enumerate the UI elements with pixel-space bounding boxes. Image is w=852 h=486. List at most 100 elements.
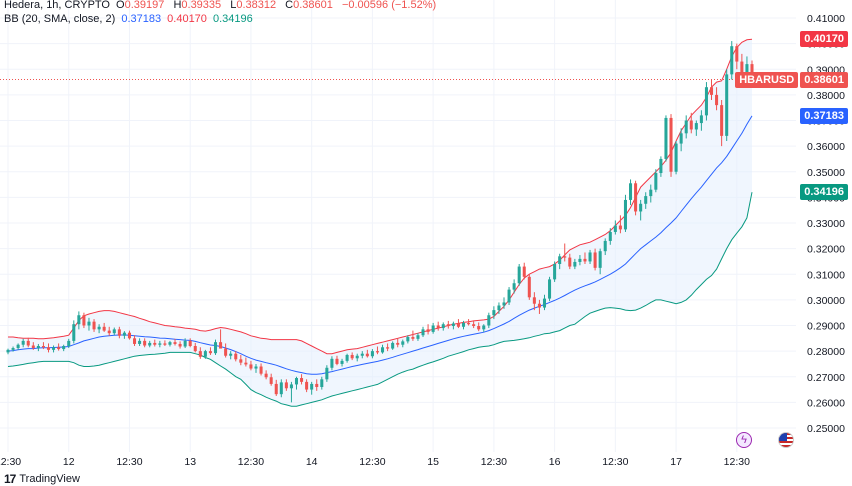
candle-body bbox=[213, 342, 218, 354]
candle-body bbox=[664, 117, 668, 159]
candle-body bbox=[451, 323, 455, 327]
candle-body bbox=[133, 338, 137, 344]
y-tick-label: 0.29000 bbox=[807, 321, 845, 333]
candle-body bbox=[269, 377, 273, 384]
candle-body bbox=[502, 302, 506, 306]
candle-body bbox=[6, 349, 10, 353]
tradingview-brand[interactable]: 17 TradingView bbox=[4, 472, 80, 486]
candle-body bbox=[446, 324, 450, 327]
price-axis[interactable]: 0.410000.400000.390000.380000.370000.360… bbox=[807, 13, 845, 435]
high-label: H bbox=[173, 0, 182, 11]
candle-body bbox=[97, 326, 101, 330]
candle-body bbox=[57, 347, 61, 350]
candle-body bbox=[381, 347, 385, 353]
x-tick-label: 12:30 bbox=[481, 456, 507, 468]
candle-body bbox=[360, 353, 364, 356]
candle-body bbox=[441, 324, 445, 329]
candle-body bbox=[649, 189, 653, 197]
candle-body bbox=[461, 322, 466, 327]
candle-body bbox=[92, 321, 96, 330]
bb-mid-value: 0.37183 bbox=[121, 13, 162, 25]
candle-body bbox=[548, 279, 552, 299]
bollinger-lower-line bbox=[7, 192, 753, 407]
bb-label: BB (20, SMA, close, 2) bbox=[4, 13, 116, 25]
candle-body bbox=[350, 354, 354, 359]
brand-name: TradingView bbox=[19, 473, 80, 485]
candle-body bbox=[335, 358, 339, 364]
candle-body bbox=[578, 258, 582, 262]
candle-body bbox=[67, 340, 71, 346]
y-tick-label: 0.35000 bbox=[807, 167, 845, 179]
open-value: 0.39197 bbox=[124, 0, 165, 11]
ohlc-legend: Hedera, 1h, CRYPTO O0.39197 H0.39335 L0.… bbox=[4, 0, 439, 11]
candle-body bbox=[107, 330, 111, 334]
candle-body bbox=[122, 332, 126, 336]
close-value: 0.38601 bbox=[293, 0, 333, 11]
lightning-icon[interactable]: ϟ bbox=[736, 432, 752, 448]
bb-upper-value: 0.40170 bbox=[167, 13, 207, 25]
candle-body bbox=[411, 337, 415, 339]
candle-body bbox=[715, 94, 719, 106]
bb-lower-value: 0.34196 bbox=[212, 13, 253, 25]
candle-body bbox=[720, 105, 724, 136]
y-tick-label: 0.33000 bbox=[807, 218, 845, 230]
candle-body bbox=[305, 381, 309, 390]
candle-body bbox=[613, 225, 617, 232]
x-tick-label: 12:30 bbox=[359, 456, 385, 468]
candle-body bbox=[456, 323, 460, 327]
candle-body bbox=[477, 326, 481, 330]
x-tick-label: 12:30 bbox=[602, 456, 628, 468]
candle-body bbox=[694, 123, 698, 130]
close-group: C0.38601 bbox=[285, 0, 336, 11]
candle-body bbox=[294, 378, 299, 385]
candle-body bbox=[224, 348, 228, 356]
candle-body bbox=[507, 289, 511, 303]
candle-body bbox=[229, 353, 233, 356]
low-value: 0.38312 bbox=[236, 0, 277, 11]
candle-body bbox=[87, 321, 91, 326]
y-tick-label: 0.27000 bbox=[807, 372, 845, 384]
candle-body bbox=[320, 379, 324, 387]
candle-body bbox=[102, 326, 106, 331]
candle-body bbox=[325, 367, 329, 380]
candle-body bbox=[239, 359, 243, 363]
candles bbox=[6, 41, 754, 403]
candle-body bbox=[193, 346, 197, 352]
candle-body bbox=[41, 346, 45, 348]
low-label: L bbox=[230, 0, 237, 11]
candle-body bbox=[158, 343, 162, 345]
candle-body bbox=[745, 64, 749, 75]
candle-body bbox=[421, 329, 425, 336]
y-tick-label: 0.25000 bbox=[807, 423, 845, 435]
candle-body bbox=[512, 283, 516, 290]
candle-body bbox=[82, 315, 86, 326]
time-axis[interactable]: 12:30 12 12:30 13 12:30 14 12:30 15 12:30 16 12:30… bbox=[0, 456, 750, 468]
us-flag-icon[interactable] bbox=[778, 432, 794, 448]
candle-body bbox=[679, 133, 683, 144]
candle-body bbox=[249, 364, 253, 369]
ticker-tag: HBARUSD bbox=[735, 71, 799, 88]
open-group: O0.39197 bbox=[116, 0, 167, 11]
candle-body bbox=[659, 158, 663, 174]
candle-body bbox=[11, 348, 15, 350]
x-tick-label: 15 bbox=[427, 456, 439, 468]
bb-legend[interactable]: BB (20, SMA, close, 2) 0.37183 0.40170 0… bbox=[4, 13, 256, 25]
symbol-label: Hedera, 1h, CRYPTO bbox=[4, 0, 110, 11]
candle-body bbox=[603, 240, 607, 252]
x-tick-label: 13 bbox=[184, 456, 196, 468]
x-tick-label: 12:30 bbox=[116, 456, 142, 468]
candle-body bbox=[148, 342, 152, 346]
change-value: −0.00596 (−1.52%) bbox=[341, 0, 437, 11]
candle-body bbox=[639, 203, 643, 212]
candle-body bbox=[674, 143, 678, 172]
candle-body bbox=[522, 266, 526, 277]
candle-body bbox=[77, 315, 81, 325]
candle-body bbox=[542, 298, 547, 308]
candle-body bbox=[345, 354, 349, 361]
close-label: C bbox=[285, 0, 294, 11]
bollinger-middle-line bbox=[7, 115, 753, 375]
x-tick-label: 14 bbox=[306, 456, 318, 468]
y-tick-label: 0.30000 bbox=[807, 295, 845, 307]
candle-body bbox=[618, 225, 622, 230]
